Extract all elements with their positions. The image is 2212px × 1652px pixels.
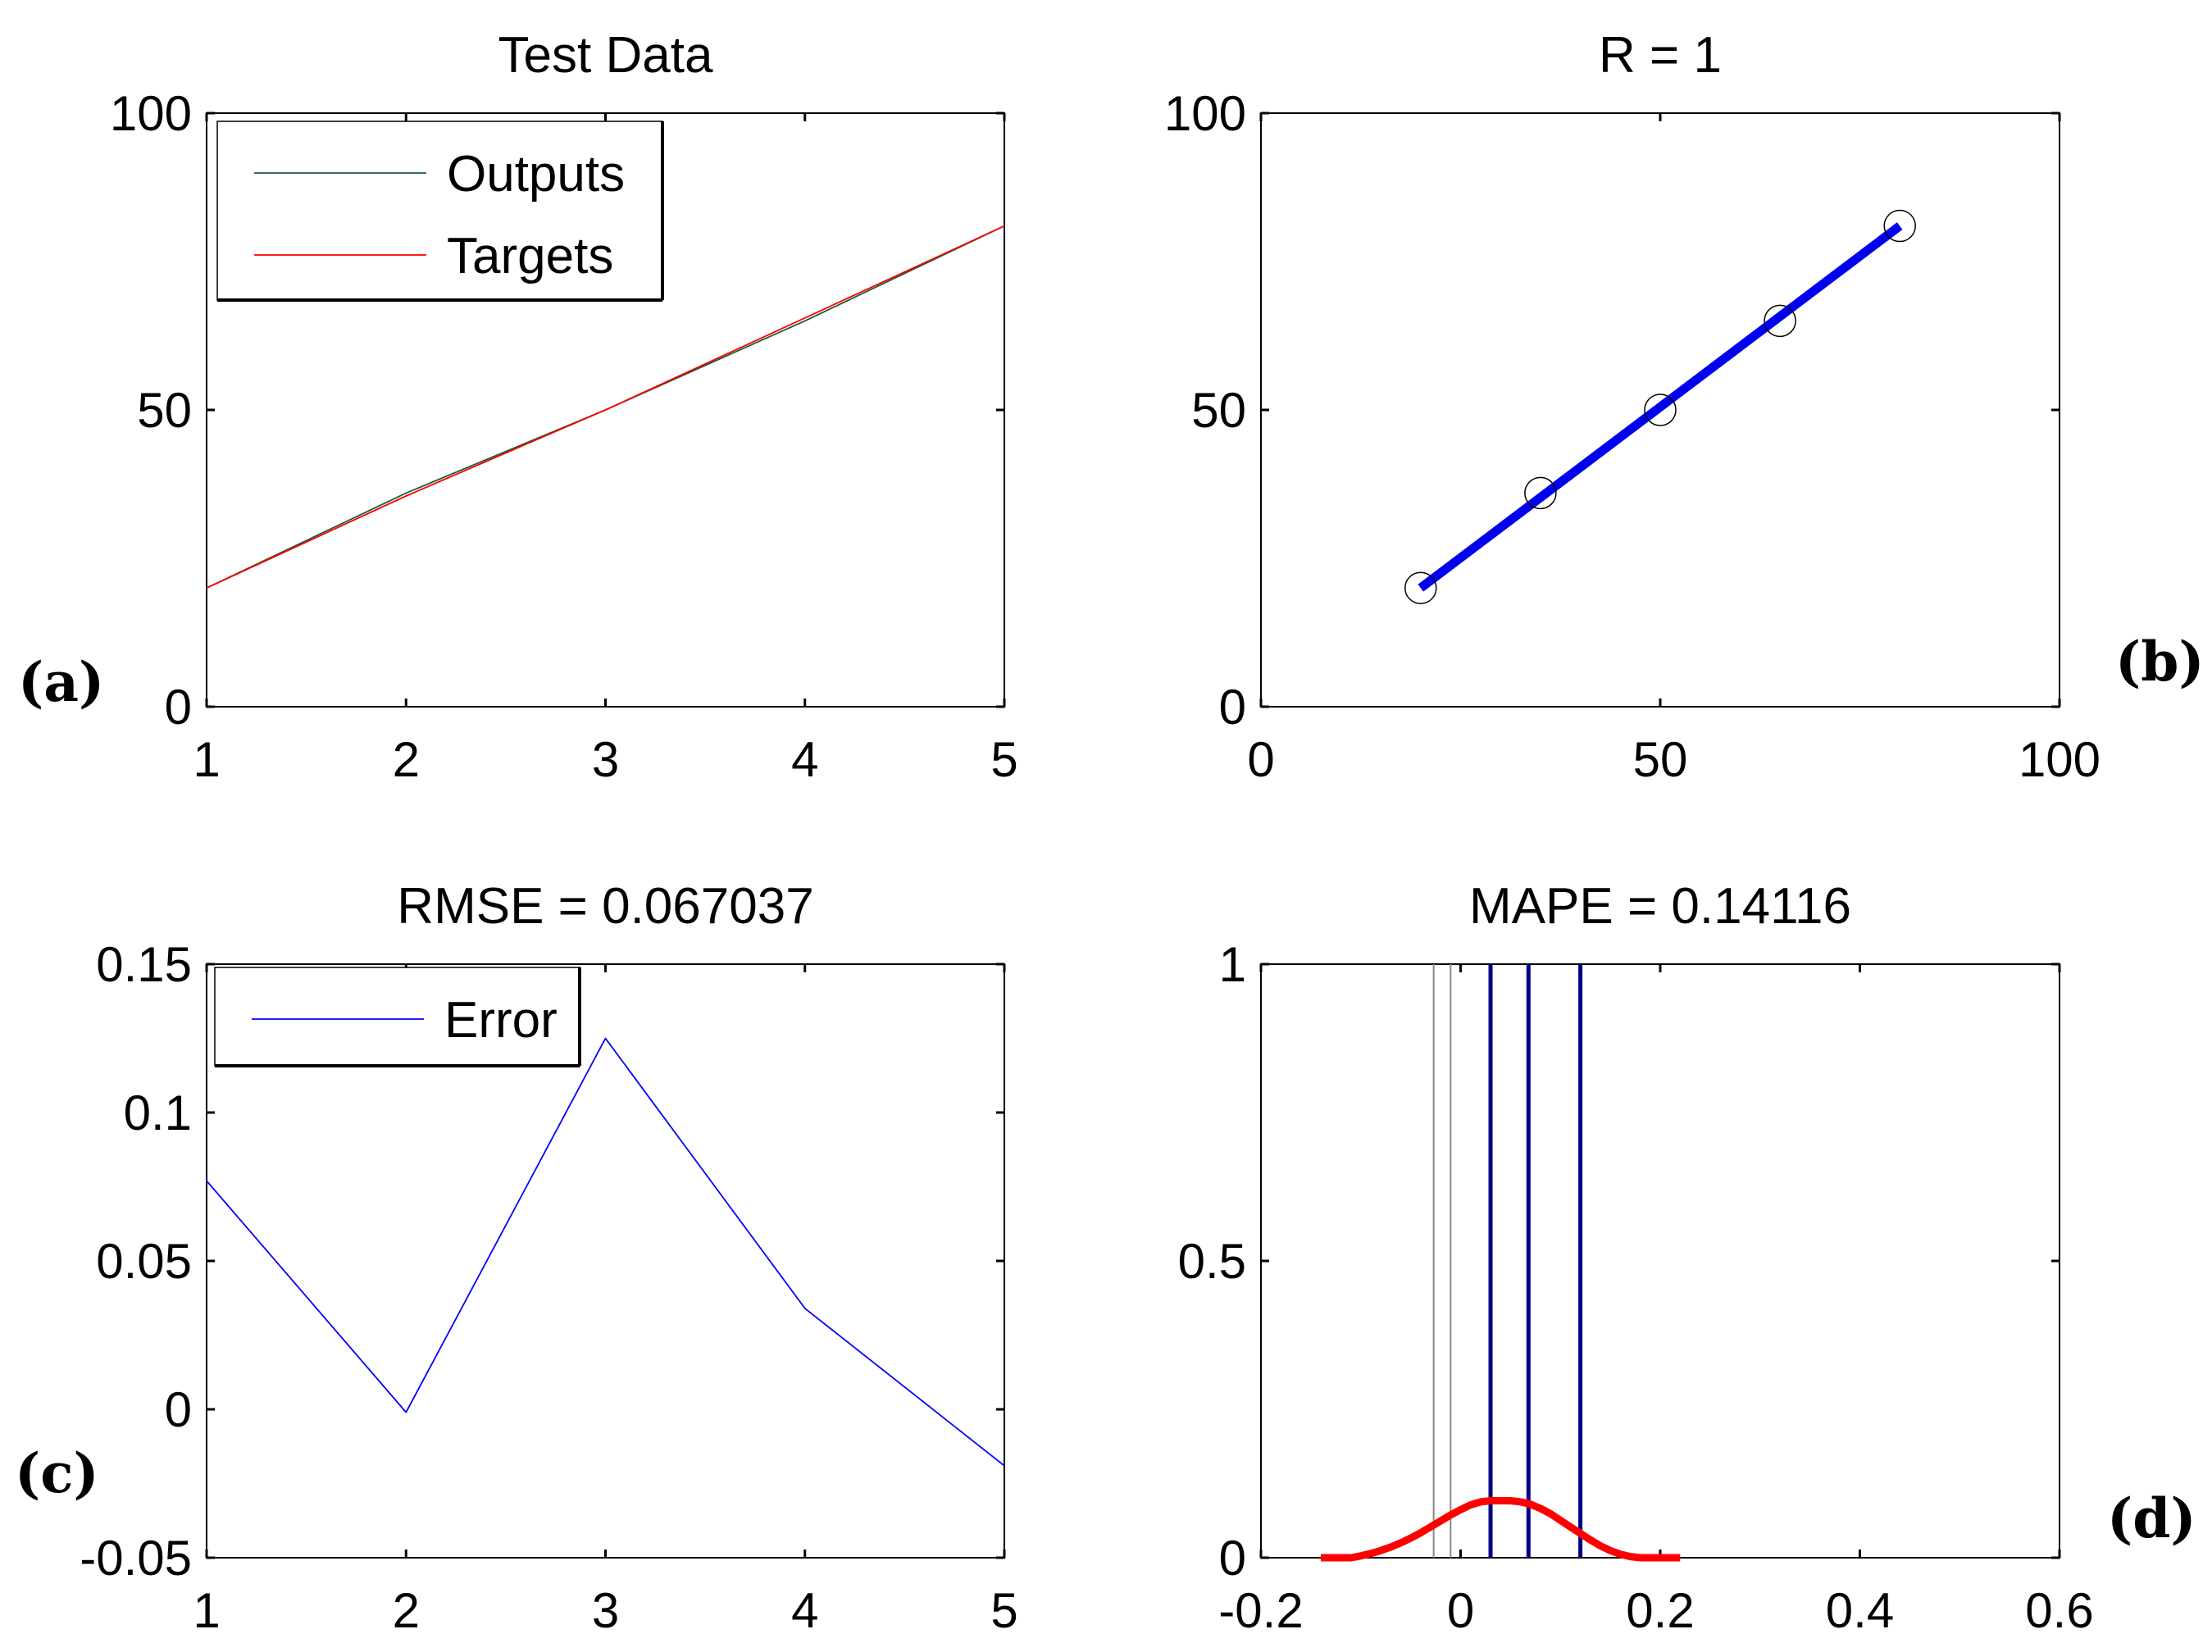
y-tick-label: 0 — [1219, 680, 1246, 735]
x-tick-label: 0 — [1247, 732, 1274, 787]
x-tick-label: 4 — [791, 1583, 818, 1638]
x-tick-label: 0.4 — [1826, 1583, 1894, 1638]
scatter-point — [1644, 394, 1677, 426]
legend-entry: Error — [444, 992, 558, 1049]
y-tick-label: 100 — [1164, 86, 1246, 141]
panel-label: (b) — [2115, 630, 2205, 694]
y-tick-label: 0.1 — [124, 1085, 192, 1140]
x-tick-label: 0 — [1447, 1583, 1474, 1638]
scatter-point — [1524, 476, 1557, 510]
panel-label: (a) — [18, 650, 104, 714]
x-tick-label: 0.2 — [1626, 1583, 1694, 1638]
legend-entry: Outputs — [447, 146, 625, 203]
x-tick-label: 2 — [393, 732, 420, 787]
x-tick-label: 1 — [193, 1583, 220, 1638]
panel-label: (d) — [2107, 1486, 2196, 1550]
series-line-targets — [206, 225, 1005, 589]
series-line-density — [1321, 1497, 1681, 1562]
scatter-point — [1404, 571, 1437, 604]
y-tick-label: -0.05 — [80, 1531, 192, 1586]
y-tick-label: 1 — [1219, 937, 1246, 992]
chart-title: R = 1 — [1599, 27, 1722, 84]
y-tick-label: 0.05 — [96, 1234, 192, 1289]
x-tick-label: 50 — [1633, 732, 1688, 787]
axes-frame — [1260, 963, 2060, 1559]
y-tick-label: 50 — [137, 383, 192, 438]
scatter-point — [1883, 209, 1916, 243]
y-tick-label: 0 — [165, 680, 192, 735]
chart-title: MAPE = 0.14116 — [1469, 878, 1851, 935]
x-tick-label: 3 — [592, 1583, 619, 1638]
legend: Error — [214, 967, 581, 1067]
series-line-error — [206, 1037, 1005, 1467]
y-tick-label: 0 — [165, 1382, 192, 1437]
scatter-point — [1764, 304, 1796, 338]
y-tick-label: 100 — [110, 86, 192, 141]
legend-box — [216, 121, 663, 301]
x-tick-label: -0.2 — [1218, 1583, 1303, 1638]
y-tick-label: 50 — [1191, 383, 1246, 438]
chart-title: RMSE = 0.067037 — [397, 878, 813, 935]
legend-entry: Targets — [447, 228, 613, 284]
chart-d: MAPE = 0.14116(d)-0.2 0 0.2 0.4 0.600.51 — [1178, 878, 2196, 1638]
x-tick-label: 5 — [990, 732, 1017, 787]
y-tick-label: 0.15 — [96, 937, 192, 992]
legend: Outputs Targets — [216, 121, 664, 302]
x-tick-label: 100 — [2019, 732, 2100, 787]
chart-c: RMSE = 0.067037 (c) 1 2 3 4 5 -0.05 0 0.05 0.1 0.15… — [15, 878, 1018, 1638]
fit-line — [1418, 222, 1903, 592]
y-tick-label: 0.5 — [1178, 1234, 1246, 1289]
chart-title: Test Data — [498, 27, 713, 84]
x-tick-label: 5 — [990, 1583, 1017, 1638]
x-tick-label: 0.6 — [2025, 1583, 2093, 1638]
x-tick-label: 3 — [592, 732, 619, 787]
x-tick-label: 1 — [193, 732, 220, 787]
x-tick-label: 2 — [393, 1583, 420, 1638]
x-tick-label: 4 — [791, 732, 818, 787]
chart-b: R = 1 (b) 0 50 100 0 50 100 — [1164, 27, 2205, 787]
panel-label: (c) — [15, 1441, 99, 1505]
y-tick-label: 0 — [1219, 1531, 1246, 1586]
